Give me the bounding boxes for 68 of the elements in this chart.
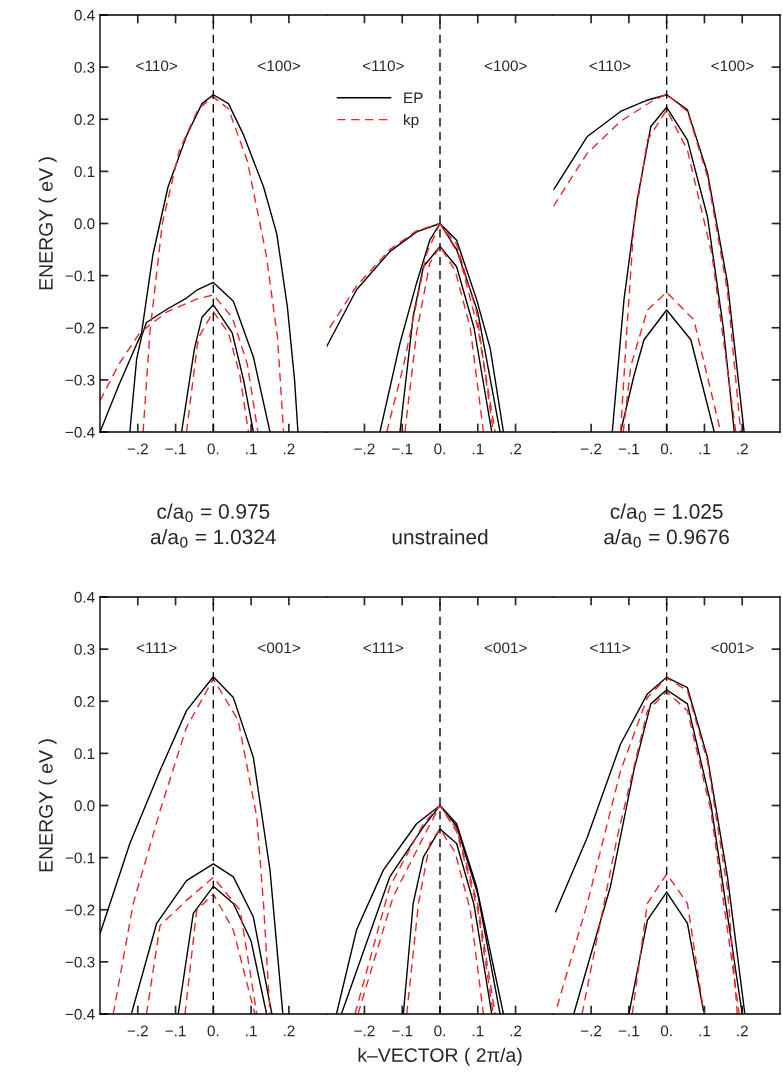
y-tick-label: 0.1 bbox=[74, 748, 95, 760]
x-tick-label: 0. bbox=[434, 1025, 445, 1037]
annotation: <111> bbox=[136, 642, 177, 654]
x-tick-label: .1 bbox=[699, 443, 711, 455]
x-tick-label: .2 bbox=[283, 443, 295, 455]
y-axis-title: ENERGY ( eV ) bbox=[38, 739, 57, 872]
y-tick-label: 0.2 bbox=[74, 114, 95, 125]
y-tick-label: −0.2 bbox=[65, 322, 95, 334]
x-tick-label: −.1 bbox=[618, 1025, 639, 1037]
x-tick-label: −.2 bbox=[127, 1025, 148, 1037]
annotation: <001> bbox=[258, 642, 300, 654]
x-tick-label: .2 bbox=[283, 1025, 295, 1037]
x-axis-title: k–VECTOR ( 2π/a) bbox=[358, 1047, 522, 1066]
y-tick-label: −0.4 bbox=[65, 1008, 95, 1020]
x-tick-label: .1 bbox=[472, 443, 484, 455]
x-tick-label: 0. bbox=[660, 1025, 672, 1037]
y-tick-label: −0.1 bbox=[65, 852, 95, 864]
x-tick-label: −.2 bbox=[354, 443, 375, 455]
y-tick-label: −0.3 bbox=[65, 374, 95, 386]
x-tick-label: 0. bbox=[207, 443, 219, 455]
y-tick-label: 0.3 bbox=[74, 61, 95, 73]
x-tick-label: .2 bbox=[510, 1025, 522, 1037]
chart-title: c/a$_{0}$ = 0.975 a/a$_{0}$ = 1.0324 bbox=[150, 503, 276, 548]
annotation: <001> bbox=[484, 642, 527, 654]
annotation: <111> bbox=[590, 642, 630, 654]
y-tick-label: −0.4 bbox=[65, 426, 95, 438]
x-tick-label: −.2 bbox=[127, 443, 148, 455]
annotation: <111> bbox=[363, 642, 404, 654]
chart-title: c/a$_{0}$ = 1.025 a/a$_{0}$ = 0.9676 bbox=[604, 503, 729, 548]
x-tick-label: 0. bbox=[660, 443, 672, 455]
y-tick-label: 0.1 bbox=[74, 166, 95, 178]
y-tick-label: 0.3 bbox=[74, 643, 95, 655]
annotation: <100> bbox=[711, 60, 754, 72]
x-tick-label: .2 bbox=[737, 443, 748, 455]
annotation: <001> bbox=[711, 642, 754, 654]
y-tick-label: −0.2 bbox=[65, 904, 95, 916]
x-tick-label: .2 bbox=[737, 1025, 748, 1037]
y-tick-label: 0.4 bbox=[74, 9, 95, 21]
annotation: <110> bbox=[589, 60, 631, 72]
x-tick-label: −.2 bbox=[354, 1025, 375, 1037]
x-tick-label: .1 bbox=[246, 1025, 257, 1037]
y-tick-label: 0.2 bbox=[74, 696, 95, 707]
x-tick-label: .2 bbox=[510, 443, 522, 455]
x-tick-label: −.2 bbox=[581, 1025, 602, 1037]
x-tick-label: −.1 bbox=[392, 443, 413, 455]
annotation: <100> bbox=[484, 60, 527, 72]
y-tick-label: 0.0 bbox=[74, 800, 95, 812]
annotation: <110> bbox=[362, 60, 404, 72]
y-axis-title: ENERGY ( eV ) bbox=[38, 157, 57, 290]
x-tick-label: 0. bbox=[434, 443, 445, 455]
x-tick-label: −.1 bbox=[392, 1025, 413, 1037]
x-tick-label: 0. bbox=[207, 1025, 219, 1037]
y-tick-label: −0.3 bbox=[65, 956, 95, 968]
legend-label: EP bbox=[404, 92, 423, 104]
chart-title: unstrained bbox=[392, 529, 488, 545]
y-tick-label: 0.0 bbox=[74, 218, 95, 230]
x-tick-label: −.2 bbox=[581, 443, 602, 455]
annotation: <100> bbox=[258, 60, 300, 72]
x-tick-label: .1 bbox=[472, 1025, 484, 1037]
x-tick-label: .1 bbox=[246, 443, 257, 455]
legend-label: kp bbox=[404, 113, 419, 129]
x-tick-label: −.1 bbox=[165, 443, 186, 455]
y-tick-label: 0.4 bbox=[74, 591, 95, 603]
x-tick-label: .1 bbox=[699, 1025, 711, 1037]
x-tick-label: −.1 bbox=[618, 443, 639, 455]
x-tick-label: −.1 bbox=[165, 1025, 186, 1037]
y-tick-label: −0.1 bbox=[65, 270, 95, 282]
annotation: <110> bbox=[136, 60, 178, 72]
